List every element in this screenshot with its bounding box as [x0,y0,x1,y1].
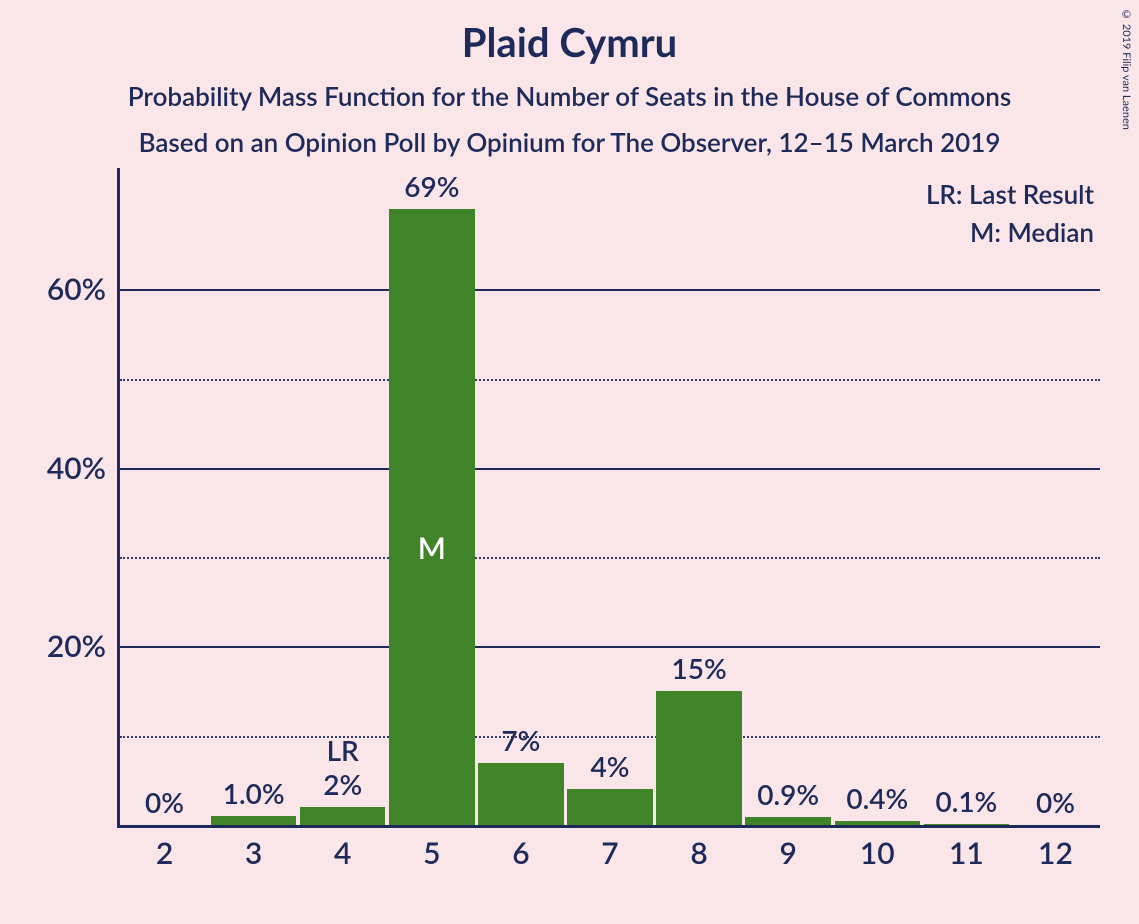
x-tick-label: 11 [949,825,984,871]
legend-lr: LR: Last Result [926,178,1094,210]
bar [211,816,297,825]
grid-minor [120,736,1100,738]
bar-value-label: 0.4% [846,781,908,815]
x-tick-label: 3 [245,825,262,871]
annotation-lr: LR [327,733,359,767]
x-tick-label: 5 [423,825,440,871]
grid-minor [120,379,1100,381]
bar-chart: 20%40%60%LR: Last ResultM: Median0%21.0%… [120,200,1100,825]
bar-value-label: 4% [591,749,630,783]
bar-value-label: 2% [323,767,362,801]
y-tick-label: 40% [47,450,120,486]
x-tick-label: 6 [512,825,529,871]
x-tick-label: 4 [334,825,351,871]
x-tick-label: 10 [860,825,895,871]
grid-minor [120,557,1100,559]
grid-major [120,646,1100,648]
x-tick-label: 2 [156,825,173,871]
x-tick-label: 12 [1038,825,1073,871]
bar-value-label: 0% [1036,785,1075,819]
bar [300,807,386,825]
chart-title: Plaid Cymru [0,0,1139,66]
x-tick-label: 7 [601,825,618,871]
bar-value-label: 0.9% [757,777,819,811]
bar [389,209,475,825]
bar [656,691,742,825]
x-tick-label: 9 [779,825,796,871]
grid-major [120,289,1100,291]
annotation-median: M [418,530,446,566]
bar [745,817,831,825]
x-tick-label: 8 [690,825,707,871]
legend-m: M: Median [970,216,1094,248]
chart-subtitle-1: Probability Mass Function for the Number… [0,80,1139,112]
plot-area: 20%40%60%LR: Last ResultM: Median0%21.0%… [120,200,1100,825]
copyright-text: © 2019 Filip van Laenen [1120,8,1133,130]
bar-value-label: 1.0% [223,776,285,810]
bar-value-label: 69% [404,169,459,203]
bar-value-label: 0% [145,785,184,819]
bar [478,763,564,826]
chart-subtitle-2: Based on an Opinion Poll by Opinium for … [0,126,1139,158]
bar-value-label: 0.1% [935,784,997,818]
bar-value-label: 15% [671,651,726,685]
y-axis [117,168,120,825]
y-tick-label: 60% [47,271,120,307]
grid-major [120,468,1100,470]
y-tick-label: 20% [47,628,120,664]
bar [567,789,653,825]
bar-value-label: 7% [501,723,540,757]
